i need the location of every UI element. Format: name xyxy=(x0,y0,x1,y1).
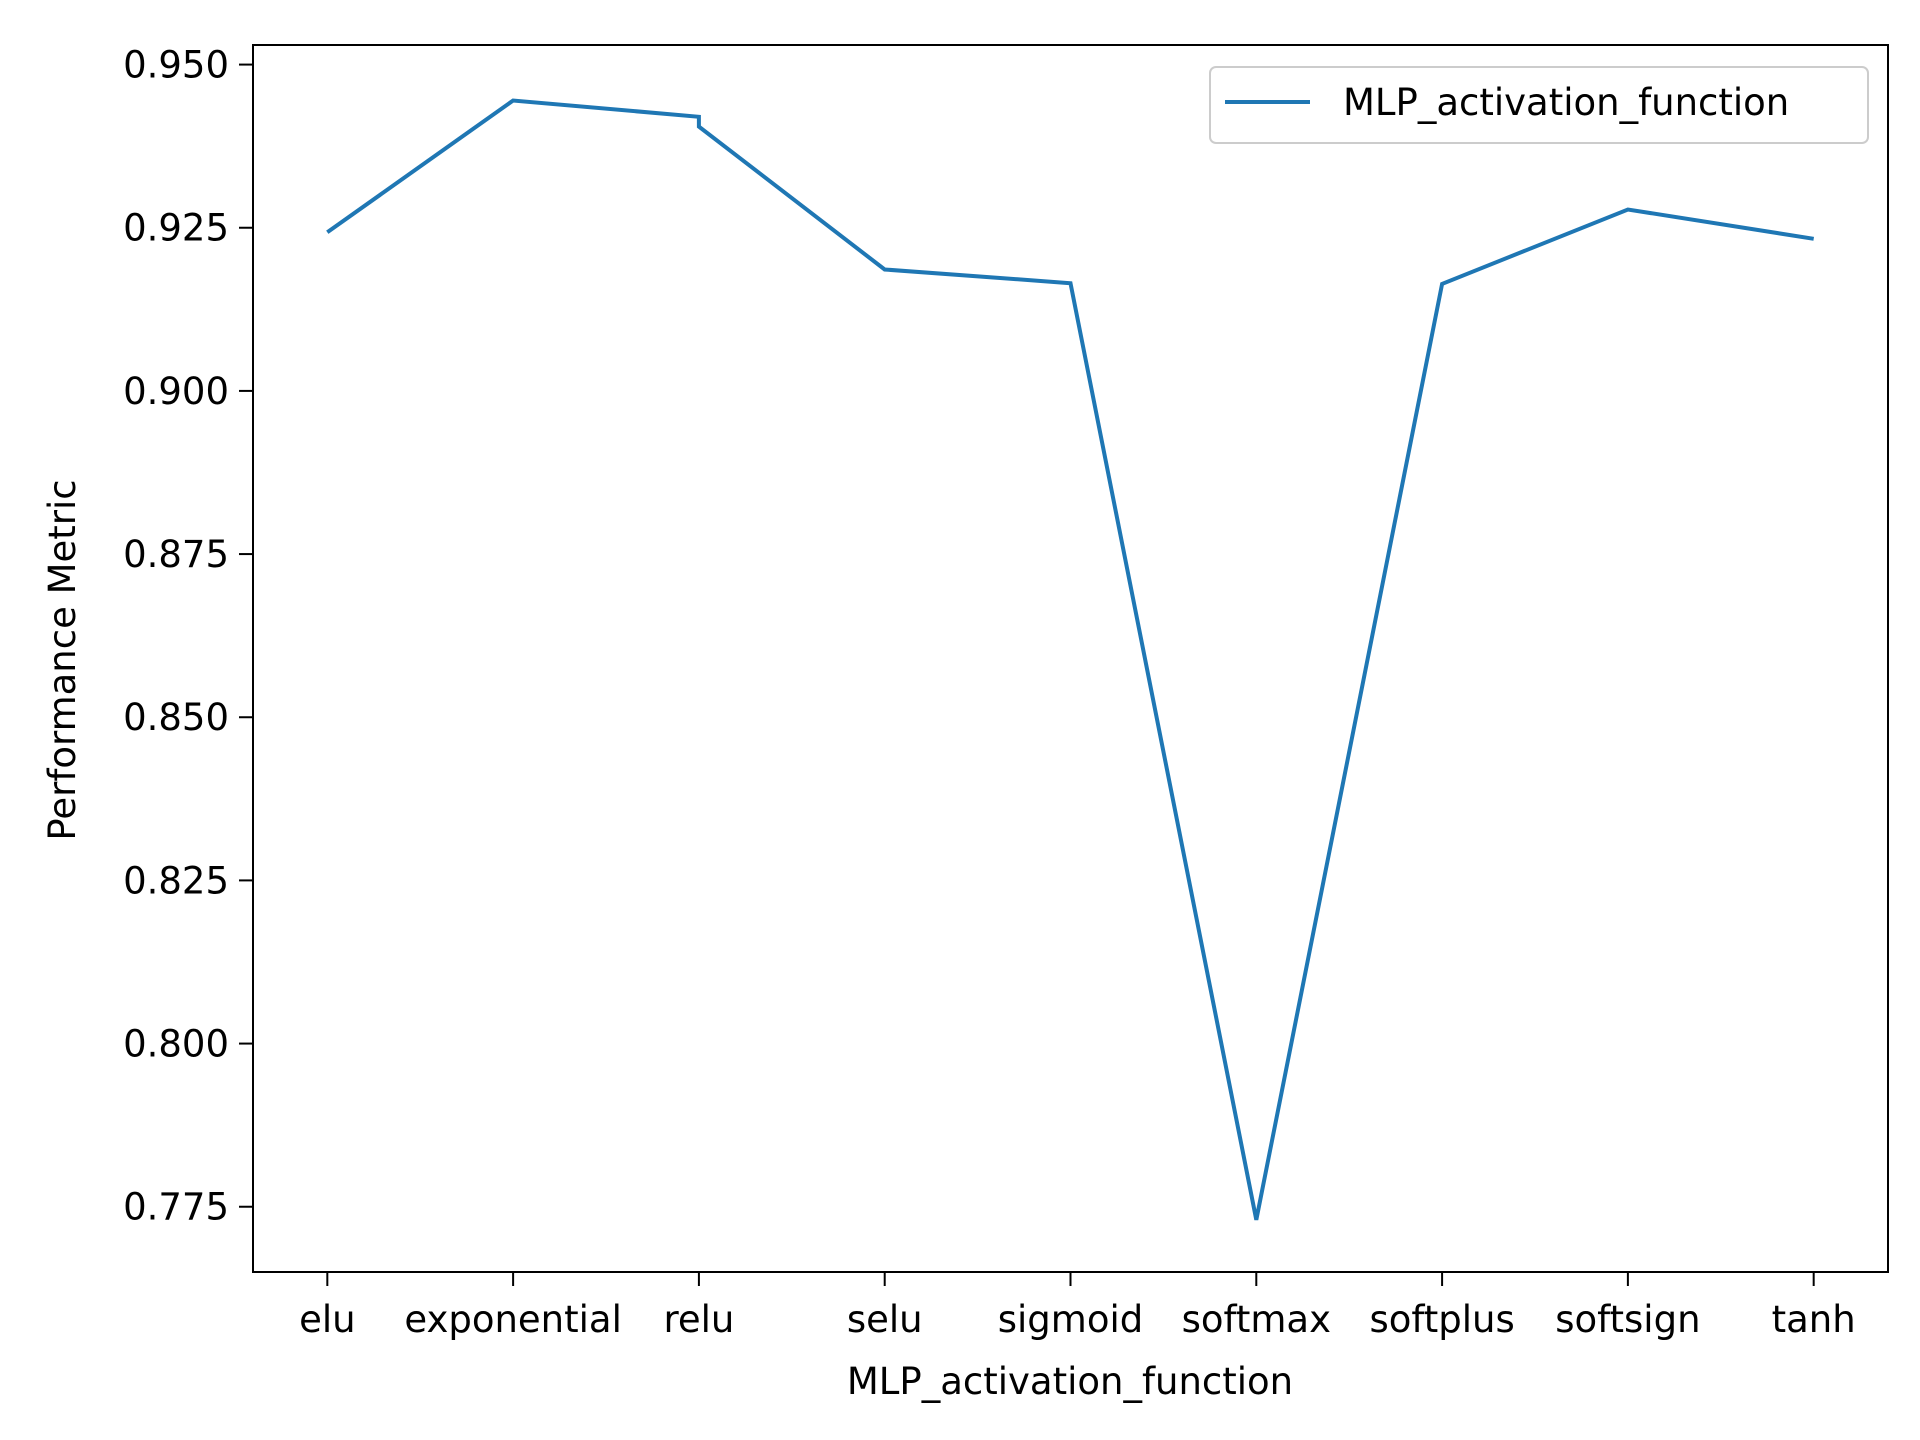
y-tick-label: 0.800 xyxy=(123,1023,229,1066)
plot-frame xyxy=(252,44,1889,1273)
y-tick-label: 0.850 xyxy=(123,696,229,739)
y-tick-label: 0.775 xyxy=(123,1186,229,1229)
plot-area xyxy=(253,45,1888,1272)
legend-box xyxy=(1209,66,1869,144)
y-axis-label: Performance Metric xyxy=(41,479,84,840)
x-tick-label: softplus xyxy=(1369,1298,1514,1341)
x-tick-label: tanh xyxy=(1772,1298,1856,1341)
x-tick-label: exponential xyxy=(404,1298,622,1341)
x-tick-label: sigmoid xyxy=(998,1298,1144,1341)
y-tick-label: 0.825 xyxy=(123,859,229,902)
x-tick-label: relu xyxy=(663,1298,734,1341)
y-tick-label: 0.875 xyxy=(123,533,229,576)
legend: MLP_activation_function xyxy=(1209,66,1869,144)
series-line-mlp-activation-function xyxy=(326,98,1815,1221)
x-axis-label: MLP_activation_function xyxy=(847,1360,1293,1403)
x-ticks: elu exponential relu selu sigmoid softmax soft… xyxy=(299,1272,1856,1341)
y-ticks: 0.775 0.800 0.825 0.850 0.875 0.900 0.925 0.950 xyxy=(123,44,253,1229)
x-tick-label: elu xyxy=(299,1298,356,1341)
y-tick-label: 0.925 xyxy=(123,207,229,250)
y-tick-label: 0.900 xyxy=(123,370,229,413)
y-tick-label: 0.950 xyxy=(123,44,229,87)
x-tick-label: softmax xyxy=(1182,1298,1331,1341)
legend-label: MLP_activation_function xyxy=(1343,81,1789,124)
x-tick-label: softsign xyxy=(1555,1298,1700,1341)
x-tick-label: selu xyxy=(847,1298,923,1341)
